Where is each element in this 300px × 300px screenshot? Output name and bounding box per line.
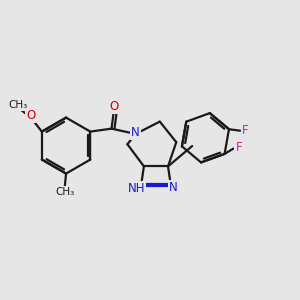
Text: NH: NH bbox=[128, 182, 145, 195]
Text: CH₃: CH₃ bbox=[55, 187, 74, 197]
Text: N: N bbox=[131, 126, 140, 139]
Text: O: O bbox=[26, 110, 35, 122]
Text: F: F bbox=[236, 141, 242, 154]
Text: N: N bbox=[169, 181, 178, 194]
Text: CH₃: CH₃ bbox=[8, 100, 28, 110]
Text: O: O bbox=[109, 100, 119, 113]
Text: F: F bbox=[242, 124, 249, 137]
